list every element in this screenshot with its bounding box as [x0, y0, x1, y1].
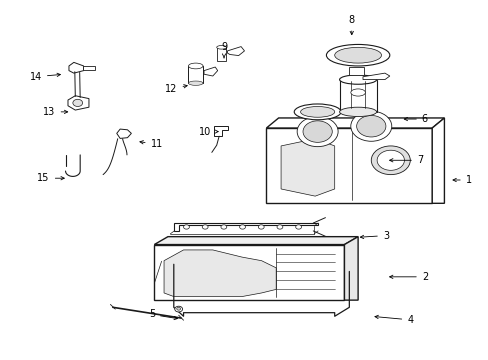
- Circle shape: [350, 111, 391, 141]
- Polygon shape: [266, 118, 444, 128]
- Ellipse shape: [188, 63, 203, 69]
- Circle shape: [221, 225, 226, 229]
- Circle shape: [303, 121, 331, 142]
- Circle shape: [370, 146, 409, 175]
- Polygon shape: [117, 129, 131, 138]
- Circle shape: [202, 225, 208, 229]
- Polygon shape: [163, 250, 276, 297]
- Bar: [82, 66, 95, 70]
- Polygon shape: [214, 126, 227, 136]
- Text: 5: 5: [148, 310, 177, 320]
- Polygon shape: [68, 96, 89, 110]
- Polygon shape: [362, 73, 389, 80]
- Bar: [216, 47, 226, 61]
- Circle shape: [176, 307, 180, 310]
- Ellipse shape: [326, 44, 389, 66]
- Polygon shape: [266, 128, 431, 203]
- Ellipse shape: [188, 81, 203, 85]
- Circle shape: [239, 225, 245, 229]
- Text: 12: 12: [165, 84, 187, 94]
- Text: 2: 2: [389, 272, 427, 282]
- Text: 11: 11: [140, 139, 163, 149]
- Text: 3: 3: [360, 231, 388, 240]
- Text: 10: 10: [199, 127, 218, 136]
- Polygon shape: [154, 244, 344, 300]
- Polygon shape: [203, 67, 217, 76]
- Circle shape: [295, 225, 301, 229]
- Text: 6: 6: [404, 114, 427, 124]
- Circle shape: [258, 225, 264, 229]
- Circle shape: [174, 306, 182, 312]
- Ellipse shape: [300, 107, 334, 117]
- Bar: [348, 67, 363, 75]
- Ellipse shape: [339, 75, 376, 84]
- Polygon shape: [154, 237, 357, 244]
- Text: 13: 13: [43, 107, 67, 117]
- Text: 8: 8: [348, 15, 354, 35]
- Ellipse shape: [350, 89, 365, 96]
- Polygon shape: [344, 237, 357, 300]
- Text: 9: 9: [221, 42, 226, 58]
- Polygon shape: [431, 118, 444, 203]
- Ellipse shape: [294, 104, 340, 120]
- Circle shape: [276, 225, 282, 229]
- Polygon shape: [227, 46, 244, 55]
- Polygon shape: [69, 62, 83, 73]
- Circle shape: [73, 99, 82, 107]
- Ellipse shape: [334, 47, 381, 63]
- Ellipse shape: [339, 107, 376, 117]
- Text: 14: 14: [30, 72, 60, 82]
- Circle shape: [297, 117, 337, 147]
- Text: 7: 7: [389, 155, 422, 165]
- Circle shape: [183, 225, 189, 229]
- Circle shape: [376, 150, 404, 170]
- Bar: [188, 66, 203, 83]
- Text: 15: 15: [38, 173, 64, 183]
- Ellipse shape: [216, 45, 226, 49]
- Text: 4: 4: [374, 315, 412, 325]
- Text: 1: 1: [452, 175, 471, 185]
- Polygon shape: [174, 223, 318, 231]
- Polygon shape: [281, 139, 334, 196]
- Circle shape: [356, 116, 385, 137]
